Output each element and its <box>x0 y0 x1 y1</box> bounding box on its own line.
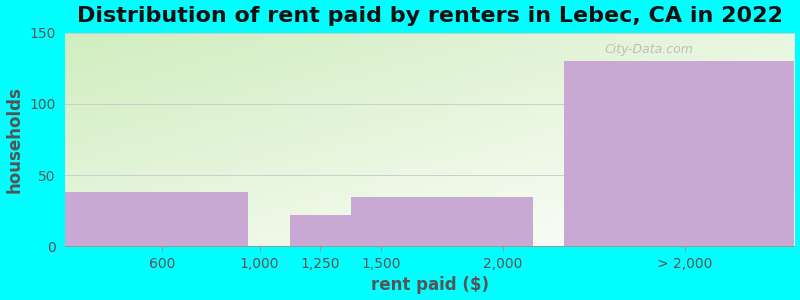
Bar <box>351 196 533 247</box>
Bar <box>563 61 800 247</box>
Y-axis label: households: households <box>6 86 23 193</box>
X-axis label: rent paid ($): rent paid ($) <box>371 276 489 294</box>
Text: City-Data.com: City-Data.com <box>604 44 693 56</box>
Bar <box>290 215 351 247</box>
Title: Distribution of rent paid by renters in Lebec, CA in 2022: Distribution of rent paid by renters in … <box>77 6 782 26</box>
Bar <box>66 192 247 247</box>
